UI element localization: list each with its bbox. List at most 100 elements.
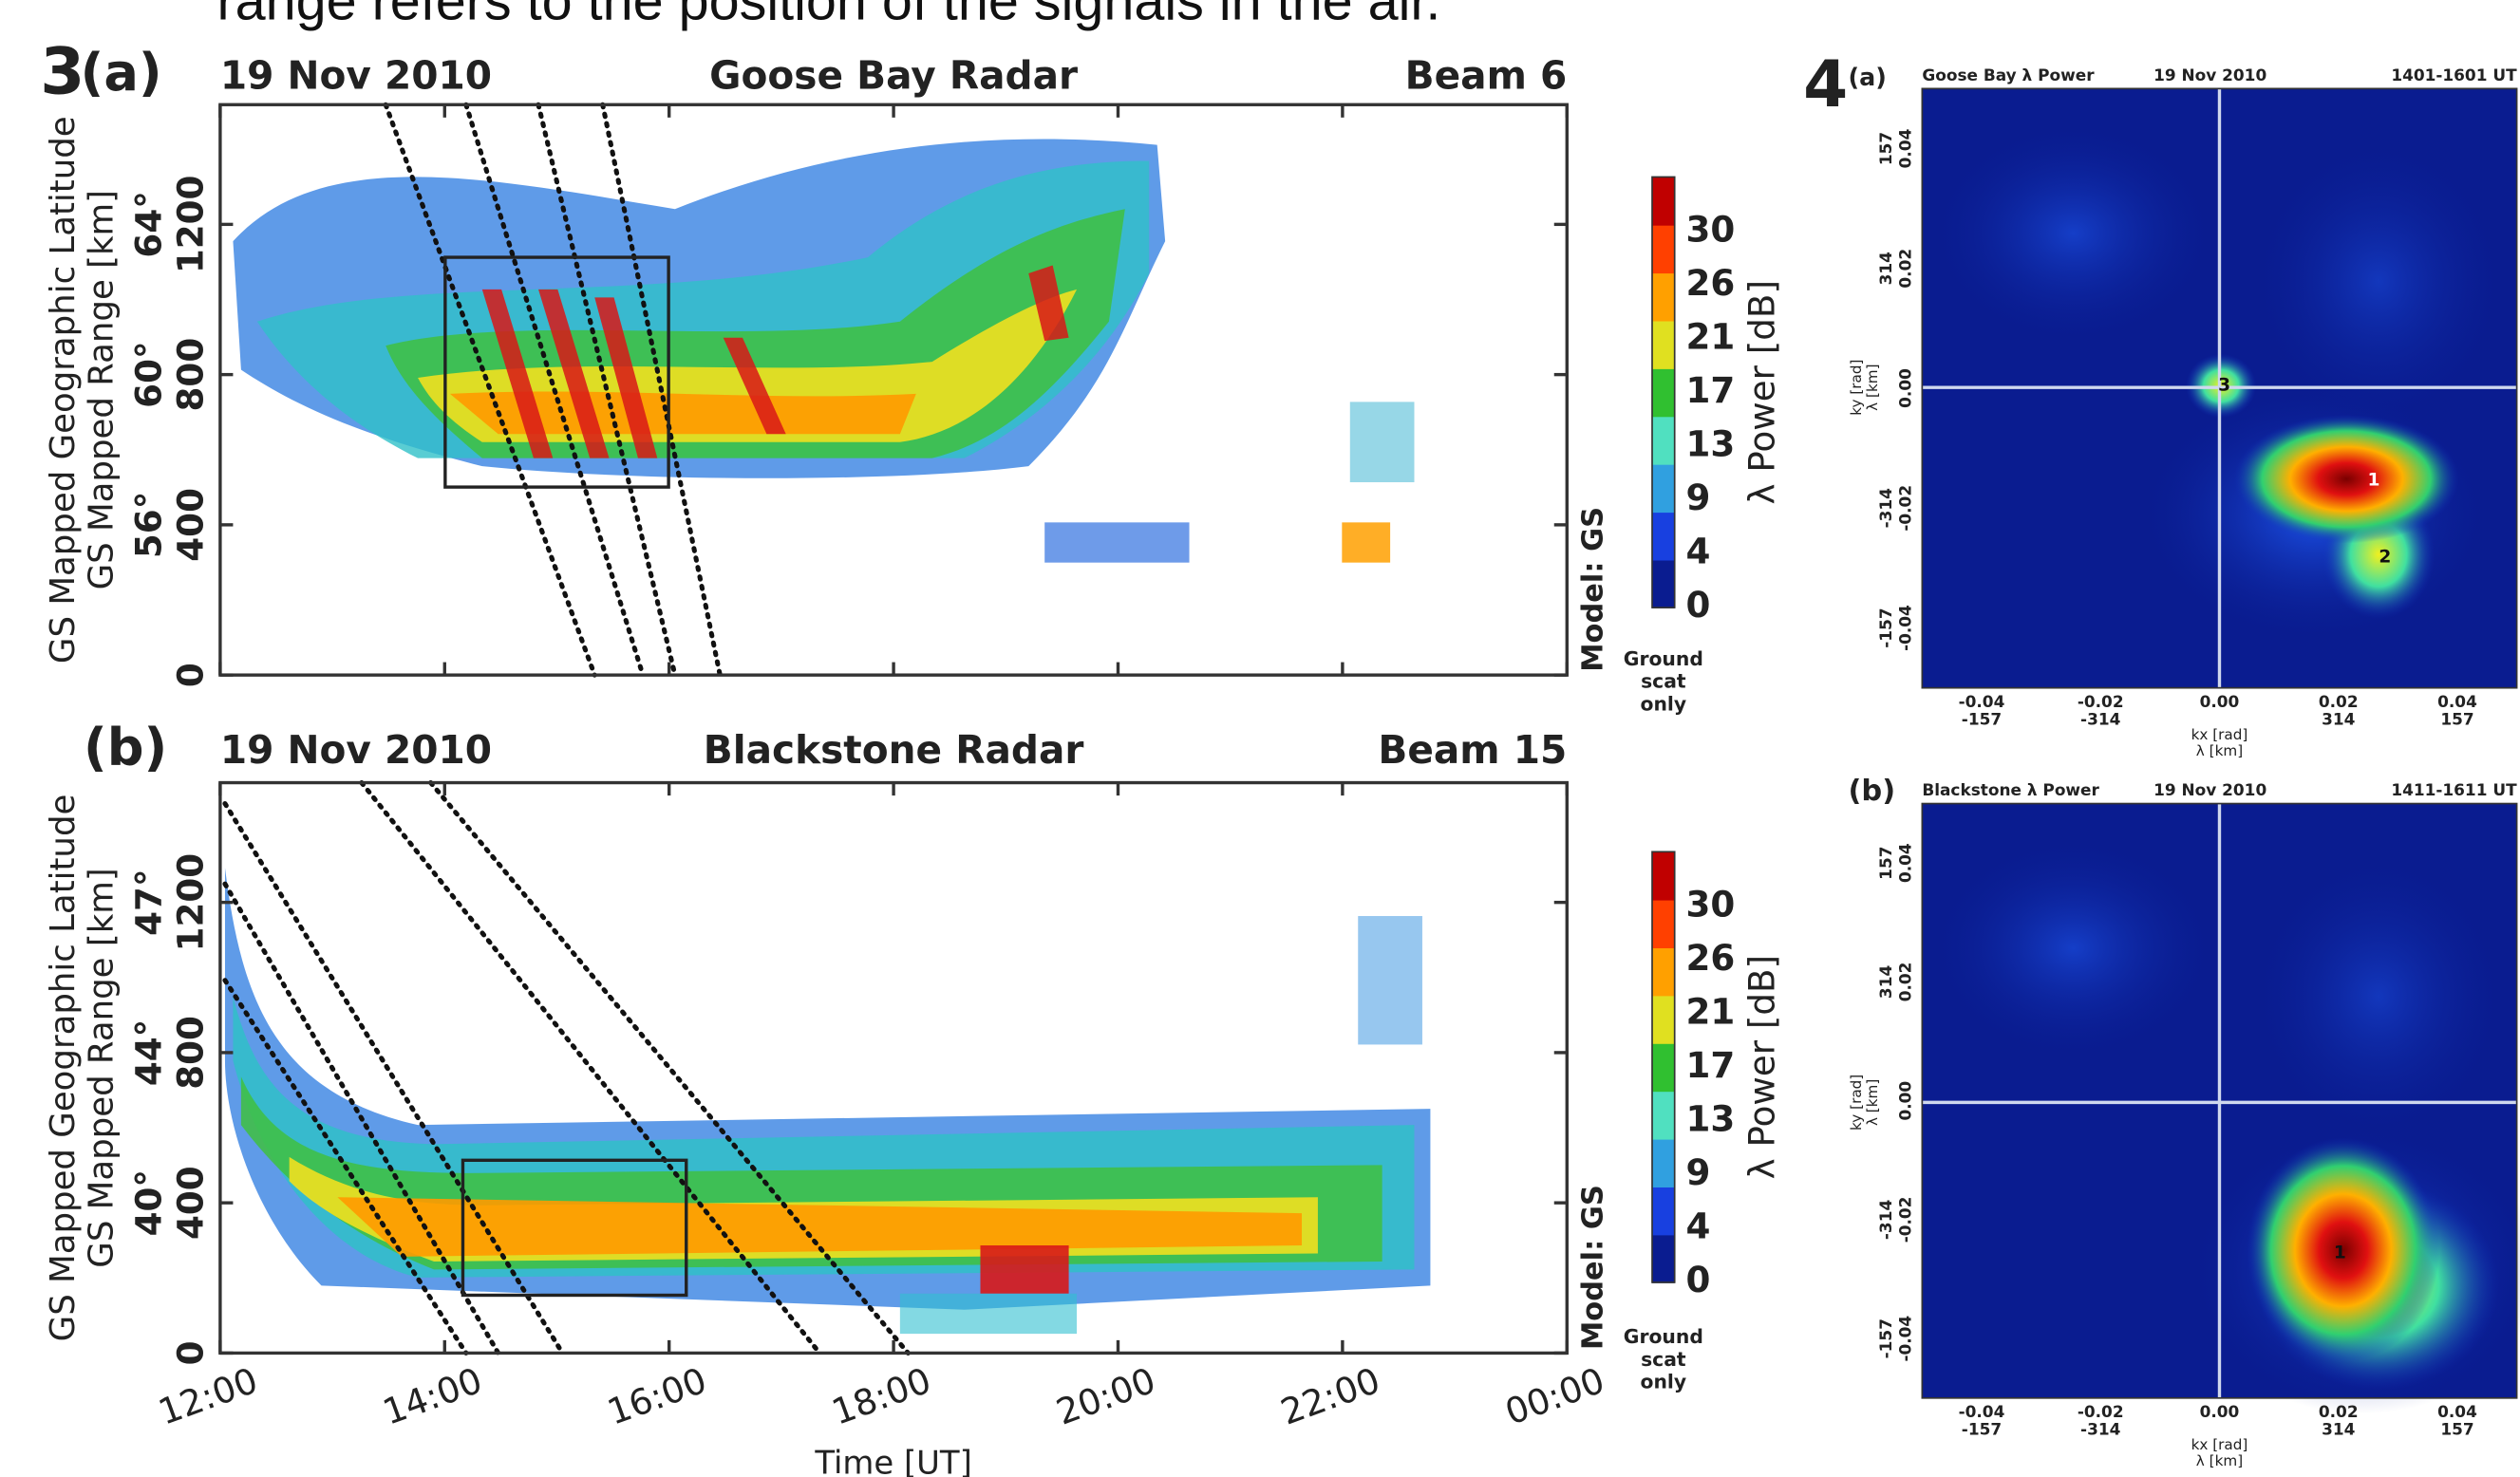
range-tick-label: 800 — [169, 338, 211, 412]
colorbar-tick-label: 13 — [1686, 1098, 1736, 1140]
y-axis-label: GS Mapped Range [km] — [82, 868, 121, 1267]
colorbar-segment — [1651, 1187, 1675, 1236]
colorbar-tick-label: 0 — [1686, 584, 1711, 626]
colorbar-tick-label: 30 — [1686, 208, 1736, 250]
plot-frame — [1921, 87, 2518, 689]
kx-tick-label: 0.04 — [2437, 1402, 2477, 1421]
colorbar-segment — [1651, 1091, 1675, 1140]
time-tick-label: 22:00 — [1275, 1359, 1385, 1433]
colorbar-segment — [1651, 463, 1675, 514]
range-tick-label: 1200 — [169, 853, 211, 952]
colorbar-segment — [1651, 272, 1675, 322]
lambda-tick-label: -157 — [1962, 710, 2002, 729]
peak-label: 1 — [2334, 1243, 2346, 1263]
radar-name: Blackstone Radar — [704, 727, 1084, 773]
y-axis-label: ky [rad] — [1848, 1075, 1865, 1131]
colorbar-segment — [1651, 368, 1675, 418]
date: 19 Nov 2010 — [220, 52, 492, 98]
kx-tick-label: 0.00 — [2200, 1402, 2240, 1421]
lambda-tick-label: 157 — [2440, 710, 2473, 729]
kx-tick-label: -0.02 — [2078, 1402, 2124, 1421]
highlight-box — [443, 255, 670, 489]
latitude-tick-label: 56° — [127, 492, 169, 558]
colorbar-segment — [1651, 947, 1675, 997]
time-tick-label: 14:00 — [377, 1359, 487, 1433]
scatter-orange — [449, 391, 916, 435]
colorbar-segment — [1651, 899, 1675, 948]
peak-label: 2 — [2379, 548, 2391, 568]
colorbar-segment — [1651, 177, 1675, 226]
scatter-red — [723, 337, 786, 435]
lambda-tick-label: 314 — [1876, 252, 1895, 285]
lambda-tick-label: -314 — [2080, 1420, 2120, 1439]
panel-date: 19 Nov 2010 — [2153, 65, 2266, 84]
panel-label: (a) — [1848, 63, 1886, 91]
radar-name: Goose Bay Radar — [709, 52, 1078, 98]
latitude-tick-label: 47° — [127, 869, 169, 935]
dotted-line — [463, 102, 646, 678]
kx-tick-label: 0.00 — [2200, 692, 2240, 711]
panel-label: (b) — [84, 718, 167, 777]
colorbar-segment — [1651, 416, 1675, 465]
range-tick-label: 400 — [169, 488, 211, 562]
colorbar-tick-label: 9 — [1686, 477, 1711, 518]
peak-label: 3 — [2218, 376, 2230, 396]
lambda-tick-label: -314 — [1876, 1200, 1895, 1240]
spectrum-glow — [1928, 835, 2218, 1061]
y-axis-label: ky [rad] — [1848, 360, 1865, 416]
colorbar-tick-label: 17 — [1686, 369, 1736, 411]
time-tick-label: 16:00 — [602, 1359, 712, 1433]
scatter-red — [538, 289, 610, 458]
panel-time: 1401-1601 UT — [2391, 65, 2517, 84]
lambda-tick-label: 157 — [1876, 847, 1895, 880]
scatter-patch — [1349, 402, 1415, 483]
figure-number: 3 — [40, 33, 85, 108]
ky-tick-label: 0.00 — [1896, 1081, 1915, 1121]
latitude-tick-label: 40° — [127, 1169, 169, 1236]
spectrum-glow — [2249, 851, 2508, 1141]
figure-number: 4 — [1803, 47, 1848, 122]
range-tick-label: 400 — [169, 1166, 211, 1240]
colorbar-segment — [1651, 512, 1675, 561]
lambda-tick-label: -314 — [1876, 488, 1895, 528]
time-tick-label: 00:00 — [1499, 1359, 1609, 1433]
ground-scatter-note: scat — [1641, 670, 1686, 693]
scatter-patch — [1044, 522, 1190, 563]
colorbar-frame — [1651, 176, 1676, 608]
ground-scatter-note: only — [1641, 692, 1687, 715]
panel-title: Blackstone λ Power — [1922, 780, 2099, 799]
panel-label: (a) — [81, 43, 162, 103]
colorbar-frame — [1651, 851, 1676, 1283]
lambda-tick-label: 157 — [1876, 132, 1895, 165]
ky-tick-label: -0.04 — [1896, 605, 1915, 651]
range-tick-label: 800 — [169, 1016, 211, 1090]
kx-tick-label: 0.02 — [2319, 692, 2359, 711]
highlight-box — [461, 1158, 688, 1298]
scatter-field — [233, 139, 1415, 563]
dotted-line — [222, 978, 469, 1355]
spectrum-panel: (b) Blackstone λ Power 19 Nov 2010 1411-161… — [1848, 775, 2520, 1469]
model-label: Model: GS — [1577, 1185, 1610, 1350]
range-tick-label: 0 — [169, 1340, 211, 1365]
kx-tick-label: 0.02 — [2319, 1402, 2359, 1421]
colorbar-label: λ Power [dB] — [1741, 955, 1783, 1179]
y-axis-label: λ [km] — [1864, 364, 1881, 410]
colorbar-segment — [1651, 995, 1675, 1044]
latitude-tick-label: 64° — [127, 191, 169, 257]
dotted-line — [536, 102, 678, 678]
lambda-tick-label: -314 — [2080, 710, 2120, 729]
scatter-red — [980, 1245, 1069, 1294]
colorbar-tick-label: 21 — [1686, 316, 1736, 358]
spectrum-peak — [2233, 414, 2459, 544]
colorbar-tick-label: 0 — [1686, 1259, 1711, 1300]
spectrum-glow — [2249, 137, 2508, 426]
time-tick-label: 18:00 — [826, 1359, 936, 1433]
ground-scatter-note: Ground — [1624, 647, 1703, 670]
y-axis-label: λ [km] — [1864, 1079, 1881, 1126]
colorbar-segment — [1651, 320, 1675, 369]
lambda-tick-label: 314 — [2322, 710, 2355, 729]
y-axis-label: GS Mapped Range [km] — [82, 190, 121, 589]
colorbar-segment — [1651, 1234, 1675, 1283]
dotted-line — [222, 881, 501, 1355]
colorbar-tick-label: 17 — [1686, 1044, 1736, 1086]
